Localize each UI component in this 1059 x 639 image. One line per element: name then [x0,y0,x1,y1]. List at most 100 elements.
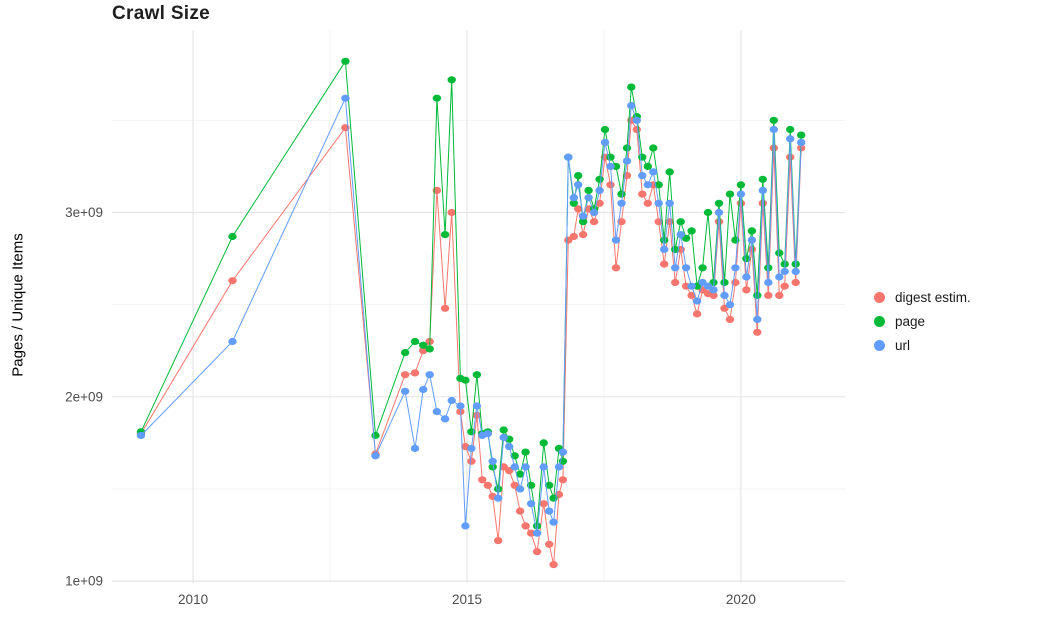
data-point [769,144,778,152]
data-point [584,194,593,202]
data-point [558,448,568,456]
data-point [569,232,578,241]
data-point [736,190,746,198]
data-point [472,411,482,419]
x-tick-label: 2010 [178,592,208,607]
data-point [643,162,652,170]
data-point [499,433,508,441]
data-point [574,181,583,189]
data-point [510,463,519,471]
data-point [753,315,762,323]
data-point [643,199,652,207]
data-point [600,138,610,146]
data-point [791,278,800,287]
y-tick-label: 3e+09 [65,205,103,220]
data-point [494,537,503,545]
data-point [632,116,641,124]
data-point [341,94,350,102]
data-point [578,218,588,226]
data-point [758,175,767,183]
data-point [617,190,626,198]
data-point [574,205,583,213]
data-point [558,476,568,484]
data-point [665,168,674,176]
series-line [140,96,802,534]
data-point [687,282,696,290]
legend-marker-icon [874,340,885,351]
data-point [478,476,487,484]
data-point [660,245,669,253]
data-point [671,264,680,272]
data-point [654,181,663,189]
data-point [714,199,724,207]
data-point [638,190,647,198]
data-point [532,529,542,537]
data-point [764,264,773,272]
legend-marker-icon [874,316,885,327]
data-point [400,349,410,357]
data-point [775,291,784,299]
data-point [494,494,503,502]
data-point [526,500,536,508]
data-point [494,485,503,493]
data-point [371,431,380,440]
data-point [611,264,621,272]
data-point [549,518,558,526]
y-tick-label: 1e+09 [65,574,103,589]
data-point [488,457,497,465]
data-point [736,181,746,189]
data-point [643,181,652,189]
data-point [600,125,610,134]
data-point [780,282,789,290]
data-point [447,208,456,217]
series-line [140,118,802,565]
data-point [532,548,542,556]
data-point [228,277,237,285]
data-point [488,463,497,471]
chart-title: Crawl Size [112,3,211,24]
data-point [764,291,773,299]
data-point [775,273,784,281]
data-point [638,172,647,180]
data-point [731,236,740,244]
data-point [371,452,380,460]
x-tick-label: 2015 [452,592,482,607]
data-point [425,371,434,379]
data-point [714,208,724,217]
data-point [545,481,554,489]
data-point [775,249,784,257]
data-point [649,168,658,176]
data-point [649,144,658,152]
data-point [228,337,237,346]
data-point [554,463,564,471]
data-point [638,153,647,161]
data-point [665,199,674,207]
data-point [627,83,636,91]
data-point [780,267,789,276]
data-point [703,208,713,217]
data-point [467,444,476,452]
legend: digest estim. page url [874,290,971,353]
data-point [545,507,554,515]
data-point [725,301,735,309]
data-point [742,273,751,281]
data-point [676,231,685,239]
legend-item: digest estim. [874,290,971,305]
data-point [341,57,350,65]
data-point [725,315,735,323]
y-axis-label: Pages / Unique Items [9,233,27,377]
legend-marker-icon [874,292,885,303]
data-point [419,347,428,355]
data-point [714,218,724,226]
data-point [564,153,573,161]
data-point [136,431,146,440]
data-point [400,387,410,395]
data-point [747,236,757,244]
data-point [681,264,691,272]
data-point [569,194,578,202]
data-point [769,116,778,124]
data-point [467,457,476,465]
data-point [578,212,588,220]
data-point [419,385,428,394]
